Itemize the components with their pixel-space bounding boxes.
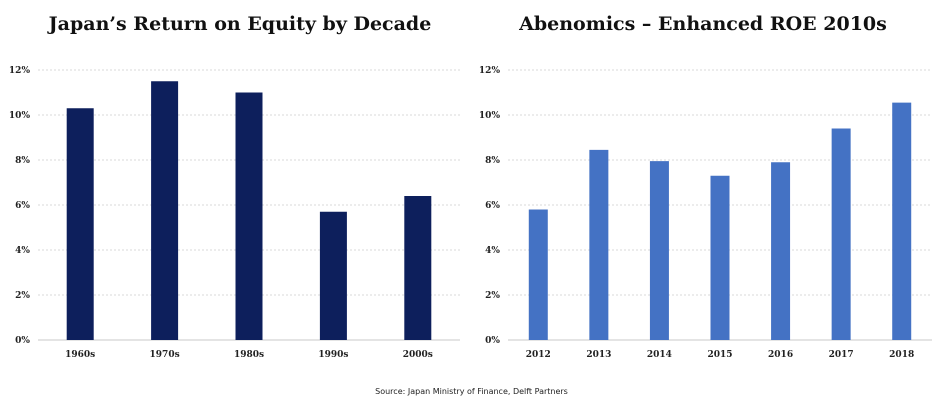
bar-2013 xyxy=(589,149,609,340)
y-tick-label: 2% xyxy=(15,291,30,301)
bar-1960s xyxy=(66,108,94,340)
x-tick-label: 2015 xyxy=(707,350,732,360)
bars xyxy=(66,81,432,340)
y-axis-ticks: 0% 2% 4% 6% 8% 10% 12% xyxy=(9,66,31,346)
abenomics-roe-chart: Abenomics – Enhanced ROE 2010s 0% 2% 4% 6% 8… xyxy=(479,13,932,360)
x-tick-label: 1980s xyxy=(234,350,264,360)
x-tick-label: 2000s xyxy=(403,350,433,360)
y-tick-label: 10% xyxy=(9,111,31,121)
bar-2016 xyxy=(771,162,791,340)
y-tick-label: 6% xyxy=(485,201,500,211)
bar-1990s xyxy=(319,211,347,340)
y-tick-label: 8% xyxy=(485,156,500,166)
bar-2018 xyxy=(892,102,912,340)
bar-2014 xyxy=(649,161,669,340)
y-tick-label: 4% xyxy=(485,246,500,256)
x-axis-ticks: 2012 2013 2014 2015 2016 2017 2018 xyxy=(526,350,914,360)
x-tick-label: 2017 xyxy=(829,350,854,360)
x-tick-label: 1970s xyxy=(150,350,180,360)
x-tick-label: 2012 xyxy=(526,350,551,360)
y-tick-label: 12% xyxy=(479,66,501,76)
bar-2017 xyxy=(831,128,851,340)
bar-1980s xyxy=(235,92,263,340)
x-tick-label: 2016 xyxy=(768,350,793,360)
bar-1970s xyxy=(151,81,179,340)
x-axis-ticks: 1960s 1970s 1980s 1990s 2000s xyxy=(65,350,433,360)
source-note: Source: Japan Ministry of Finance, Delft… xyxy=(375,387,568,396)
y-tick-label: 8% xyxy=(15,156,30,166)
y-tick-label: 0% xyxy=(15,336,30,346)
y-tick-label: 12% xyxy=(9,66,31,76)
y-tick-label: 10% xyxy=(479,111,501,121)
x-tick-label: 1990s xyxy=(318,350,348,360)
y-tick-label: 0% xyxy=(485,336,500,346)
x-tick-label: 2014 xyxy=(647,350,672,360)
y-tick-label: 6% xyxy=(15,201,30,211)
y-tick-label: 2% xyxy=(485,291,500,301)
chart-title: Abenomics – Enhanced ROE 2010s xyxy=(518,13,887,35)
x-tick-label: 2013 xyxy=(586,350,611,360)
bar-2000s xyxy=(404,196,432,340)
chart-title: Japan’s Return on Equity by Decade xyxy=(47,13,432,35)
bars xyxy=(528,102,912,340)
x-tick-label: 2018 xyxy=(889,350,914,360)
roe-by-decade-chart: Japan’s Return on Equity by Decade 0% 2% 4… xyxy=(9,13,460,360)
y-axis-ticks: 0% 2% 4% 6% 8% 10% 12% xyxy=(479,66,501,346)
y-tick-label: 4% xyxy=(15,246,30,256)
x-tick-label: 1960s xyxy=(65,350,95,360)
bar-2015 xyxy=(710,175,730,340)
bar-2012 xyxy=(528,209,548,340)
